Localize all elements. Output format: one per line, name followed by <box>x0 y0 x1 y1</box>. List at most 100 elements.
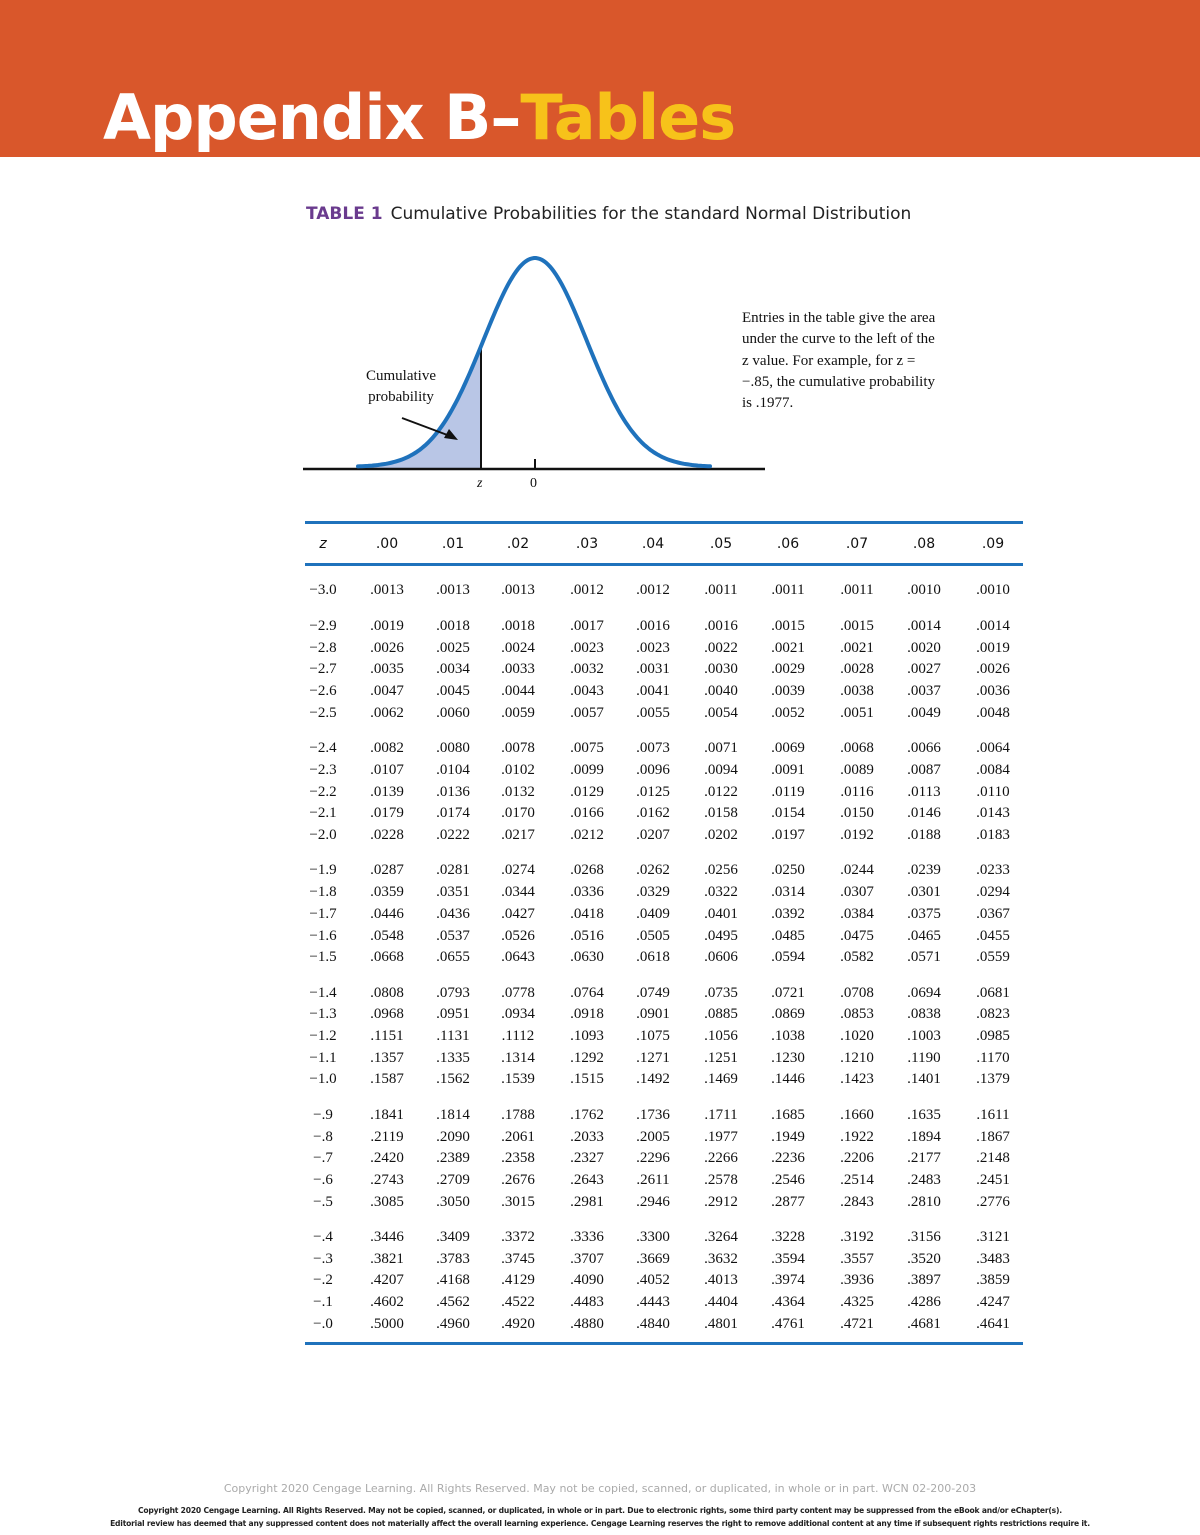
table-cell: .0721 <box>771 984 805 1001</box>
table-cell: .0014 <box>907 618 941 634</box>
row-z-value: −.7 <box>313 1150 333 1167</box>
table-cell: .2877 <box>771 1193 805 1210</box>
table-cell: .2676 <box>501 1171 535 1188</box>
table-cell: .0102 <box>501 761 535 778</box>
table-cell: .0136 <box>436 783 470 800</box>
table-cell: .1841 <box>370 1106 404 1123</box>
table-cell: .2148 <box>976 1150 1010 1167</box>
table-cell: .4721 <box>840 1315 874 1332</box>
title-tables: Tables <box>520 81 736 154</box>
table-cell: .0064 <box>976 740 1010 757</box>
table-cell: .4880 <box>570 1315 604 1332</box>
table-cell: .0069 <box>771 740 805 757</box>
table-cell: .0082 <box>370 740 404 757</box>
table-cell: .0013 <box>501 582 535 598</box>
table-cell: .0052 <box>771 704 805 721</box>
column-header: .01 <box>441 536 465 552</box>
table-cell: .1736 <box>636 1106 670 1123</box>
table-cell: .0015 <box>840 618 874 634</box>
table-cell: .2266 <box>704 1150 738 1167</box>
table-cell: .1446 <box>771 1071 805 1088</box>
table-cell: .3859 <box>976 1272 1010 1289</box>
table-cell: .0968 <box>370 1006 404 1023</box>
row-z-value: −2.7 <box>309 661 337 678</box>
column-header: z <box>319 536 327 552</box>
row-z-value: −1.6 <box>309 927 337 944</box>
table-cell: .0197 <box>771 827 805 843</box>
table-cell: .3409 <box>436 1229 470 1245</box>
table-cell: .0139 <box>370 783 404 800</box>
table-cell: .3707 <box>570 1250 604 1267</box>
table-cell: .3121 <box>976 1229 1010 1245</box>
table-cell: .4641 <box>976 1315 1010 1332</box>
table-cell: .3974 <box>771 1272 805 1289</box>
row-z-value: −1.5 <box>309 949 337 966</box>
table-cell: .0329 <box>636 884 670 901</box>
table-cell: .0091 <box>771 761 805 778</box>
table-cell: .2643 <box>570 1171 604 1188</box>
table-cell: .1867 <box>976 1128 1010 1145</box>
table-cell: .4522 <box>501 1294 535 1311</box>
table-cell: .0099 <box>570 761 604 778</box>
row-z-value: −2.8 <box>309 639 337 656</box>
table-cell: .0384 <box>840 905 874 922</box>
table-cell: .2358 <box>501 1150 535 1167</box>
table-cell: .0020 <box>907 639 941 656</box>
table-cell: .0418 <box>570 905 604 922</box>
table-cell: .0150 <box>840 805 874 822</box>
table-cell: .0049 <box>907 704 941 721</box>
table-cell: .0025 <box>436 639 470 656</box>
table-cell: .3015 <box>501 1193 535 1210</box>
table-cell: .2033 <box>570 1128 604 1145</box>
table-cell: .0014 <box>976 618 1010 634</box>
table-cell: .0934 <box>501 1006 535 1023</box>
table-cell: .0048 <box>976 704 1010 721</box>
table-cell: .2420 <box>370 1150 404 1167</box>
table-cell: .0040 <box>704 683 738 700</box>
row-z-value: −2.6 <box>309 683 337 700</box>
arrow-head <box>444 429 458 440</box>
column-header: .00 <box>375 536 399 552</box>
table-cell: .0222 <box>436 827 470 843</box>
table-cell: .0244 <box>840 862 874 879</box>
table-cell: .1190 <box>907 1049 941 1066</box>
table-cell: .2451 <box>976 1171 1010 1188</box>
table-cell: .1685 <box>771 1106 805 1123</box>
row-z-value: −3.0 <box>309 582 337 598</box>
table-cell: .0336 <box>570 884 604 901</box>
table-cell: .2296 <box>636 1150 670 1167</box>
table-cell: .0274 <box>501 862 535 879</box>
table-cell: .0582 <box>840 949 874 966</box>
table-cell: .2946 <box>636 1193 670 1210</box>
table-cell: .0018 <box>501 618 535 634</box>
table-cell: .1587 <box>370 1071 404 1088</box>
table-cell: .0012 <box>570 582 604 598</box>
table-cell: .0192 <box>840 827 874 843</box>
table-cell: .4364 <box>771 1294 805 1311</box>
table-cell: .3156 <box>907 1229 941 1245</box>
table-cell: .1539 <box>501 1071 535 1088</box>
table-cell: .0059 <box>501 704 535 721</box>
table-cell: .1788 <box>501 1106 535 1123</box>
table-cell: .0212 <box>570 827 604 843</box>
table-cell: .0035 <box>370 661 404 678</box>
table-cell: .2061 <box>501 1128 535 1145</box>
table-cell: .0526 <box>501 927 535 944</box>
table-cell: .0505 <box>636 927 670 944</box>
table-cell: .0188 <box>907 827 941 843</box>
table-cell: .1814 <box>436 1106 470 1123</box>
table-cell: .0023 <box>636 639 670 656</box>
table-cell: .0281 <box>436 862 470 879</box>
table-cell: .0446 <box>370 905 404 922</box>
table-cell: .0287 <box>370 862 404 879</box>
row-z-value: −.3 <box>313 1250 333 1267</box>
table-cell: .1660 <box>840 1106 874 1123</box>
table-cell: .0735 <box>704 984 738 1001</box>
table-cell: .2327 <box>570 1150 604 1167</box>
table-cell: .0183 <box>976 827 1010 843</box>
column-header: .05 <box>709 536 733 552</box>
table-cell: .0516 <box>570 927 604 944</box>
table-cell: .4168 <box>436 1272 470 1289</box>
table-cell: .1357 <box>370 1049 404 1066</box>
table-cell: .0681 <box>976 984 1010 1001</box>
